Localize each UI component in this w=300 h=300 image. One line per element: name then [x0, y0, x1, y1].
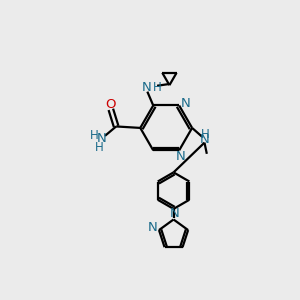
Text: H: H: [201, 128, 209, 141]
Text: O: O: [106, 98, 116, 111]
Text: H: H: [153, 81, 162, 94]
Text: N: N: [97, 132, 107, 145]
Text: N: N: [181, 97, 190, 110]
Text: N: N: [170, 207, 180, 220]
Text: N: N: [176, 150, 185, 163]
Text: H: H: [95, 141, 103, 154]
Text: N: N: [142, 81, 151, 94]
Text: N: N: [148, 221, 158, 234]
Text: N: N: [200, 133, 210, 146]
Text: H: H: [90, 129, 98, 142]
